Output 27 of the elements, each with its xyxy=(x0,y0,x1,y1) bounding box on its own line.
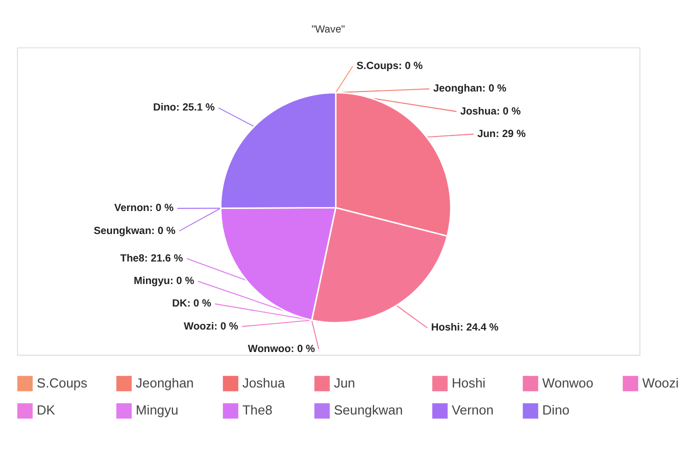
text: Seungkwan: 0 % xyxy=(94,226,176,237)
text: Woozi: 0 % xyxy=(184,321,238,332)
data-label: Dino: 25.1 % xyxy=(153,102,215,114)
text: DK: 0 % xyxy=(172,298,212,310)
legend-label: Jeonghan xyxy=(136,375,194,390)
chart-title: "Wave" xyxy=(311,24,346,36)
text: S.Coups: 0 % xyxy=(356,61,423,72)
text: Joshua: 0 % xyxy=(460,106,521,118)
legend-label: Joshua xyxy=(242,375,286,390)
legend-label: Dino xyxy=(542,402,570,418)
text: Wonwoo: 0 % xyxy=(248,344,315,355)
data-label: Jun: 29 % xyxy=(477,128,526,140)
legend-label: Seungkwan xyxy=(334,402,403,418)
legend-label: Wonwoo xyxy=(542,375,594,390)
legend-label: Jun xyxy=(334,375,356,390)
legend-label: S.Coups xyxy=(36,375,88,390)
legend-label: Woozi xyxy=(642,375,679,390)
text: Jeonghan: 0 % xyxy=(433,84,506,95)
legend-label: The8 xyxy=(242,402,272,418)
data-label: Hoshi: 24.4 % xyxy=(431,322,498,334)
text: Vernon: 0 % xyxy=(114,203,174,214)
legend-label: DK xyxy=(36,402,56,418)
legend-label: Mingyu xyxy=(136,402,178,418)
legend-label: Vernon xyxy=(452,402,494,418)
text: Mingyu: 0 % xyxy=(134,276,194,288)
data-label: The8: 21.6 % xyxy=(120,253,184,264)
legend-label: Hoshi xyxy=(452,375,486,390)
